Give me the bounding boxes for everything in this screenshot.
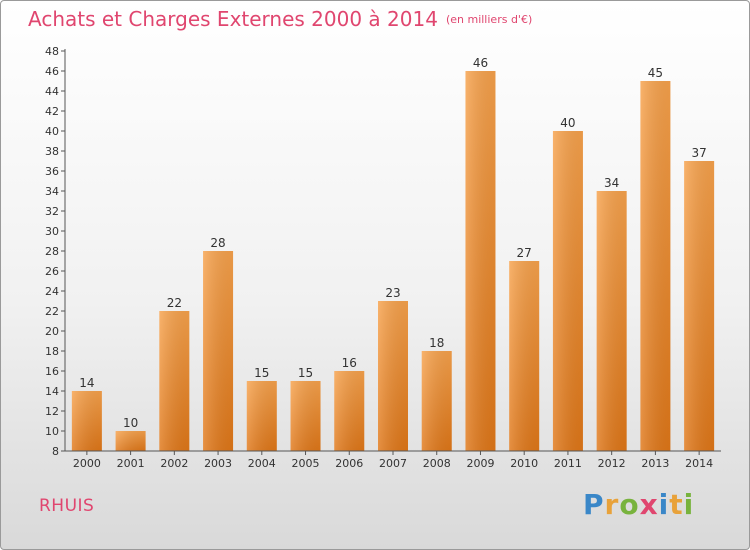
y-tick-label: 28	[45, 245, 59, 258]
bar-value-label: 18	[429, 336, 444, 350]
bar-value-label: 45	[648, 66, 663, 80]
bar-shade-2007	[378, 301, 408, 451]
chart-unit: (en milliers d'€)	[445, 13, 533, 26]
x-tick-label: 2012	[598, 457, 626, 470]
y-tick-label: 14	[45, 385, 59, 398]
x-tick-label: 2003	[204, 457, 232, 470]
y-tick-label: 42	[45, 105, 59, 118]
x-tick-label: 2011	[554, 457, 582, 470]
y-tick-label: 12	[45, 405, 59, 418]
y-tick-label: 38	[45, 145, 59, 158]
y-tick-label: 30	[45, 225, 59, 238]
x-tick-label: 2007	[379, 457, 407, 470]
bar-value-label: 34	[604, 176, 619, 190]
x-axis: 2000 2001 2002 2003 2004 2005 2006 2007 2008 2009…	[65, 450, 721, 470]
bar-shade-2003	[203, 251, 234, 451]
bar-value-label: 28	[210, 236, 225, 250]
x-tick-label: 2002	[160, 457, 188, 470]
bar-shade-2009	[465, 71, 496, 451]
y-tick-label: 36	[45, 165, 59, 178]
x-tick-label: 2009	[466, 457, 494, 470]
x-tick-label: 2001	[117, 457, 145, 470]
y-tick-label: 16	[45, 365, 59, 378]
bar-shade-2001	[115, 431, 146, 451]
bar-value-label: 16	[342, 356, 357, 370]
bar-shade-2000	[71, 391, 102, 451]
bar-shade-2013	[640, 81, 671, 451]
x-tick-label: 2008	[423, 457, 451, 470]
y-tick-label: 48	[45, 45, 59, 58]
bar-shade-2014	[684, 161, 715, 451]
bar-shade-2010	[509, 261, 540, 451]
x-tick-label: 2014	[685, 457, 713, 470]
y-tick-label: 32	[45, 205, 59, 218]
y-tick-label: 44	[45, 85, 59, 98]
y-tick-label: 18	[45, 345, 59, 358]
y-tick-label: 40	[45, 125, 59, 138]
bar-shade-2008	[421, 351, 452, 451]
bar-value-label: 10	[123, 416, 138, 430]
y-tick-label: 8	[52, 445, 59, 458]
bar-value-label: 15	[254, 366, 269, 380]
x-tick-label: 2004	[248, 457, 276, 470]
y-tick-label: 20	[45, 325, 59, 338]
x-tick-label: 2013	[641, 457, 669, 470]
bar-shade-2011	[552, 131, 583, 451]
bar-value-label: 22	[167, 296, 182, 310]
x-tick-label: 2005	[292, 457, 320, 470]
bars: 14 10 22 28 15 15 16 23 18 46 27 40 34 45 37	[71, 56, 715, 451]
bar-shade-2004	[246, 381, 277, 451]
bar-value-label: 23	[385, 286, 400, 300]
x-tick-label: 2000	[73, 457, 101, 470]
bar-value-label: 14	[79, 376, 94, 390]
bar-value-label: 15	[298, 366, 313, 380]
bar-value-label: 27	[517, 246, 532, 260]
y-axis: 8 10 12 14 16 18 20 22 24 26 28 30 32 34 36 38 40 42 44 46 4…	[45, 45, 66, 458]
bar-value-label: 40	[560, 116, 575, 130]
bar-shade-2002	[159, 311, 190, 451]
y-tick-label: 22	[45, 305, 59, 318]
bar-value-label: 37	[691, 146, 706, 160]
x-tick-label: 2010	[510, 457, 538, 470]
bar-shade-2005	[290, 381, 321, 451]
bar-value-label: 46	[473, 56, 488, 70]
proxiti-logo[interactable]: Proxiti	[583, 488, 695, 521]
y-tick-label: 26	[45, 265, 59, 278]
y-tick-label: 24	[45, 285, 59, 298]
bar-shade-2006	[334, 371, 365, 451]
y-tick-label: 34	[45, 185, 59, 198]
chart-title: Achats et Charges Externes 2000 à 2014 (e…	[28, 7, 532, 31]
chart-title-text: Achats et Charges Externes 2000 à 2014	[28, 7, 438, 31]
x-tick-label: 2006	[335, 457, 363, 470]
y-tick-label: 46	[45, 65, 59, 78]
y-tick-label: 10	[45, 425, 59, 438]
bar-shade-2012	[596, 191, 627, 451]
commune-name: RHUIS	[39, 496, 95, 516]
